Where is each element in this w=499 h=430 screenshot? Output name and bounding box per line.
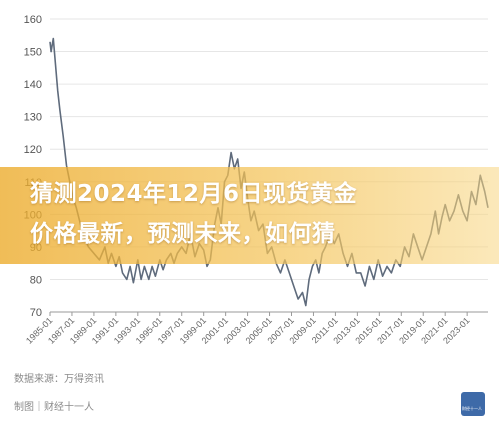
- data-source-note: 数据来源：万得资讯: [14, 374, 104, 385]
- author-credit: 制图｜财经十一人: [14, 402, 94, 413]
- x-axis: 1985-011987-011989-011991-011993-011995-…: [24, 312, 472, 346]
- y-tick-label: 120: [24, 144, 42, 156]
- headline-line-1: 猜测2024年12月6日现货黄金: [30, 181, 358, 207]
- logo-label: 财经十一人: [462, 406, 482, 411]
- y-tick-label: 130: [24, 112, 42, 124]
- logo-icon: 财经十一人: [461, 392, 485, 416]
- y-tick-label: 150: [24, 47, 42, 59]
- headline-banner: [0, 167, 499, 264]
- headline-title: 猜测2024年12月6日现货黄金 价格最新，预测未来，如何猜: [30, 174, 480, 254]
- grid: [50, 18, 488, 313]
- headline-line-2: 价格最新，预测未来，如何猜: [30, 221, 336, 247]
- y-tick-label: 70: [30, 307, 42, 319]
- y-tick-label: 160: [24, 14, 42, 26]
- y-tick-label: 140: [24, 79, 42, 91]
- y-tick-label: 80: [30, 274, 42, 286]
